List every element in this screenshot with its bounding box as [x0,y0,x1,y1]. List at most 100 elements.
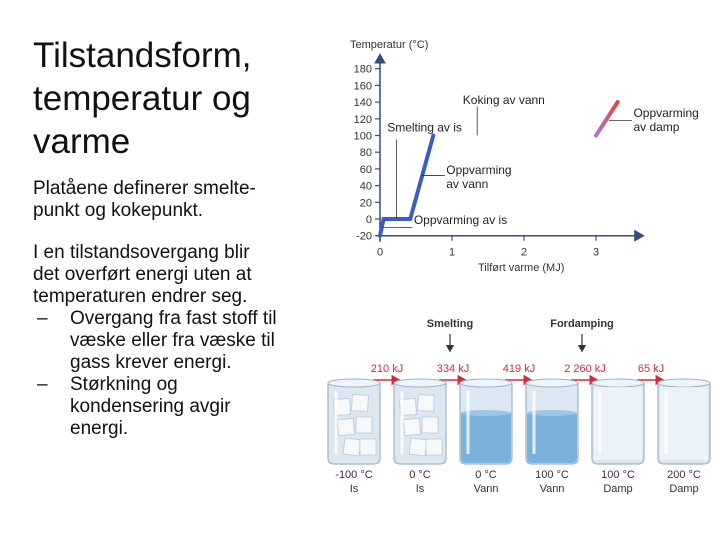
beaker-illustration: Smelting Fordamping 210 kJ 334 kJ 419 kJ 2 26… [320,296,717,500]
bullet-energy-released: – Størkning og kondensering avgir energi… [33,374,323,440]
annotation-heat-ice: Oppvarming av is [414,213,507,227]
text-line: gass krever energi. [70,352,232,373]
beaker-state: Damp [603,483,632,495]
ice-cube [421,416,439,434]
text-line: punkt og kokepunkt. [33,200,204,221]
y-tick-label: 20 [360,197,372,209]
annotation-melting: Smelting av is [387,120,462,134]
y-axis-label: Temperatur (°C) [350,39,428,51]
title-line: varme [33,122,131,161]
y-tick-label: 60 [360,164,372,176]
annotation-heat-water: Oppvarming [446,163,511,177]
text-line: kondensering avgir [70,396,231,417]
beaker-rim [525,378,579,388]
annotation-heat-steam: av damp [633,120,679,134]
text-line: energi. [70,418,129,439]
y-tick-label: 0 [366,214,372,226]
annotation-heat-steam: Oppvarming [633,106,698,120]
title-line: temperatur og [33,79,251,118]
ice-cube [336,417,356,437]
energy-label: 334 kJ [437,363,469,375]
water [527,413,577,463]
beaker: 200 °C Damp [657,378,711,495]
beaker: 100 °C Vann [525,378,579,495]
text-line: Størkning og [70,374,178,395]
ice-cube [355,416,373,434]
ice-cube [417,394,435,412]
beaker-panel [320,296,717,500]
steam [660,387,708,460]
x-tick-label: 1 [449,247,455,259]
header-melting: Smelting [427,318,473,330]
energy-label: 210 kJ [371,363,403,375]
beaker-temp: 100 °C [535,469,569,481]
water-surface [461,410,511,416]
text-line: væske eller fra væske til [70,330,275,351]
x-tick-label: 3 [593,247,599,259]
ice-cube [425,438,443,456]
y-tick-label: 120 [354,114,372,126]
y-tick-label: 80 [360,147,372,159]
paragraph-plateaus: Platåene definerer smelte- punkt og koke… [33,178,323,222]
beaker-temp: 0 °C [409,469,431,481]
water [461,413,511,463]
beaker-rim [327,378,381,388]
heating-curve-chart: -20 0 20 40 60 80 100 120 140 160 180 0 1 2 3 Temperatu… [350,39,699,274]
ice-cube [402,417,422,437]
ice-cube [408,437,428,457]
beaker-rim [393,378,447,388]
segment-heating-steam [594,100,620,138]
energy-label: 65 kJ [638,363,664,375]
y-tick-label: 140 [354,97,372,109]
beaker-rim [459,378,513,388]
slide-body: Platåene definerer smelte- punkt og koke… [33,178,323,440]
text-line: Overgang fra fast stoff til [70,308,277,329]
dash-bullet: – [37,374,48,395]
y-tick-label: 40 [360,181,372,193]
steam [594,387,642,460]
segment-heating-water [408,133,436,221]
beaker-state: Is [350,483,359,495]
water-surface [527,410,577,416]
annotation-heat-water: av vann [446,177,488,191]
ice-cube [399,398,417,416]
annotation-boiling: Koking av vann [463,93,545,107]
beaker: 100 °C Damp [591,378,645,495]
beaker-state: Is [416,483,425,495]
bullet-energy-required: – Overgang fra fast stoff til væske elle… [33,308,323,374]
dash-bullet: – [37,308,48,329]
ice-cube [342,437,362,457]
beaker-temp: 200 °C [667,469,701,481]
y-tick-label: -20 [356,231,372,243]
header-vaporization: Fordamping [550,318,614,330]
slide-title: Tilstandsform, temperatur og varme [33,34,323,163]
energy-label: 419 kJ [503,363,535,375]
title-line: Tilstandsform, [33,36,252,75]
ice-cube [359,438,377,456]
x-tick-label: 2 [521,247,527,259]
x-tick-label: 0 [377,247,383,259]
figure-svg: -20 0 20 40 60 80 100 120 140 160 180 0 1 2 3 Temperatu… [320,39,717,500]
beaker: 0 °C Is [393,378,447,495]
ice-cube [333,398,351,416]
text-line: det overført energi uten at [33,264,252,285]
segment-heating-ice [378,217,386,238]
text-line: Platåene definerer smelte- [33,178,256,199]
text-line: I en tilstandsovergang blir [33,242,250,263]
beaker-temp: 0 °C [475,469,497,481]
beaker-temp: -100 °C [335,469,372,481]
beaker: 0 °C Vann [459,378,513,495]
energy-label: 2 260 kJ [564,363,606,375]
x-axis-label: Tilført varme (MJ) [478,262,564,274]
beaker-temp: 100 °C [601,469,635,481]
ice-cube [351,394,369,412]
y-tick-label: 160 [354,80,372,92]
beaker: -100 °C Is [327,378,381,495]
beaker-state: Damp [669,483,698,495]
beaker-rim [591,378,645,388]
text-line: temperaturen endrer seg. [33,286,248,307]
beaker-state: Vann [474,483,499,495]
beaker-state: Vann [540,483,565,495]
heating-curve-figure: -20 0 20 40 60 80 100 120 140 160 180 0 1 2 3 Temperatu… [320,28,717,500]
y-tick-label: 100 [354,131,372,143]
